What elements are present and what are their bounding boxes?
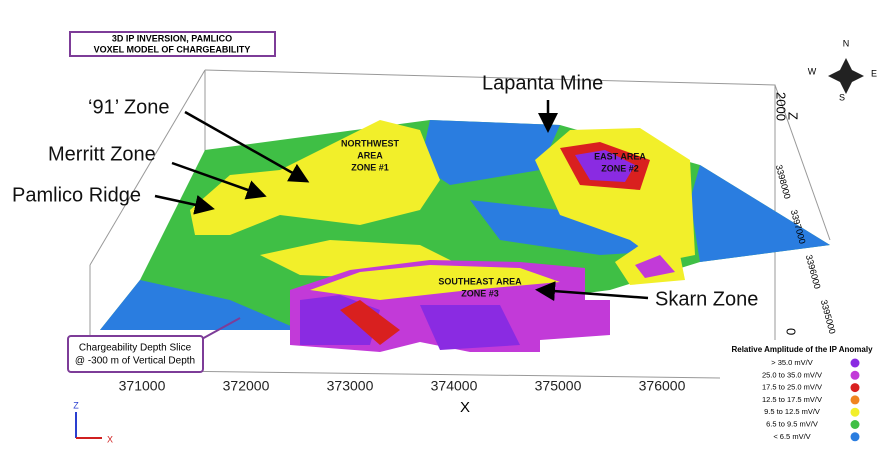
legend-swatch	[850, 395, 860, 405]
legend-title: Relative Amplitude of the IP Anomaly	[731, 345, 873, 354]
legend-label: < 6.5 mV/V	[773, 432, 810, 441]
area-label: ZONE #3	[461, 288, 499, 298]
axis-triad: Z X	[73, 400, 113, 444]
legend-swatch	[850, 383, 860, 393]
z-axis-label: Z	[786, 112, 801, 120]
legend-label: 6.5 to 9.5 mV/V	[766, 419, 818, 428]
compass-letter: S	[839, 92, 845, 102]
title-box	[69, 31, 276, 57]
area-label: ZONE #2	[601, 163, 639, 173]
legend-swatch	[850, 432, 860, 442]
x-tick: 376000	[639, 378, 686, 394]
callout: ‘91’ Zone	[88, 96, 170, 118]
depth-text: @ -300 m of Vertical Depth	[75, 356, 195, 367]
triad-label: X	[107, 434, 113, 444]
compass-letter: W	[808, 66, 817, 76]
legend-swatch	[850, 407, 860, 417]
area-label: NORTHWEST	[341, 138, 399, 148]
callout: Skarn Zone	[655, 288, 758, 310]
compass: N E S W	[808, 38, 877, 102]
compass-letter: E	[871, 68, 877, 78]
legend-label: 9.5 to 12.5 mV/V	[764, 407, 820, 416]
legend-label: 25.0 to 35.0 mV/V	[762, 370, 822, 379]
x-tick: 372000	[223, 378, 270, 394]
legend-label: 17.5 to 25.0 mV/V	[762, 383, 822, 392]
title-line: VOXEL MODEL OF CHARGEABILITY	[94, 44, 251, 54]
depth-box	[67, 335, 204, 373]
y-tick: 3398000	[774, 164, 793, 200]
x-tick: 375000	[535, 378, 582, 394]
y-tick: 3395000	[819, 299, 838, 335]
callout: Merritt Zone	[48, 143, 156, 165]
y-tick: 3396000	[804, 254, 823, 290]
x-tick: 373000	[327, 378, 374, 394]
legend-label: 12.5 to 17.5 mV/V	[762, 395, 822, 404]
z-tick: 0	[784, 328, 799, 335]
title-line: 3D IP INVERSION, PAMLICO	[112, 33, 232, 43]
area-label: SOUTHEAST AREA	[438, 276, 522, 286]
compass-letter: N	[843, 38, 850, 48]
callout: Lapanta Mine	[482, 72, 603, 94]
legend-swatch	[850, 420, 860, 429]
callout: Pamlico Ridge	[12, 184, 141, 206]
area-label: AREA	[357, 150, 383, 160]
depth-text: Chargeability Depth Slice	[79, 343, 192, 354]
legend-swatch	[850, 358, 860, 368]
x-tick: 374000	[431, 378, 478, 394]
terrain-surface	[100, 120, 830, 352]
legend-swatch	[850, 370, 860, 380]
area-label: ZONE #1	[351, 162, 389, 172]
triad-label: Z	[73, 400, 79, 410]
x-axis-label: X	[460, 399, 470, 416]
x-tick: 371000	[119, 378, 166, 394]
z-tick: 2000	[774, 92, 789, 121]
area-label: EAST AREA	[594, 151, 646, 161]
legend-label: > 35.0 mV/V	[771, 358, 812, 367]
